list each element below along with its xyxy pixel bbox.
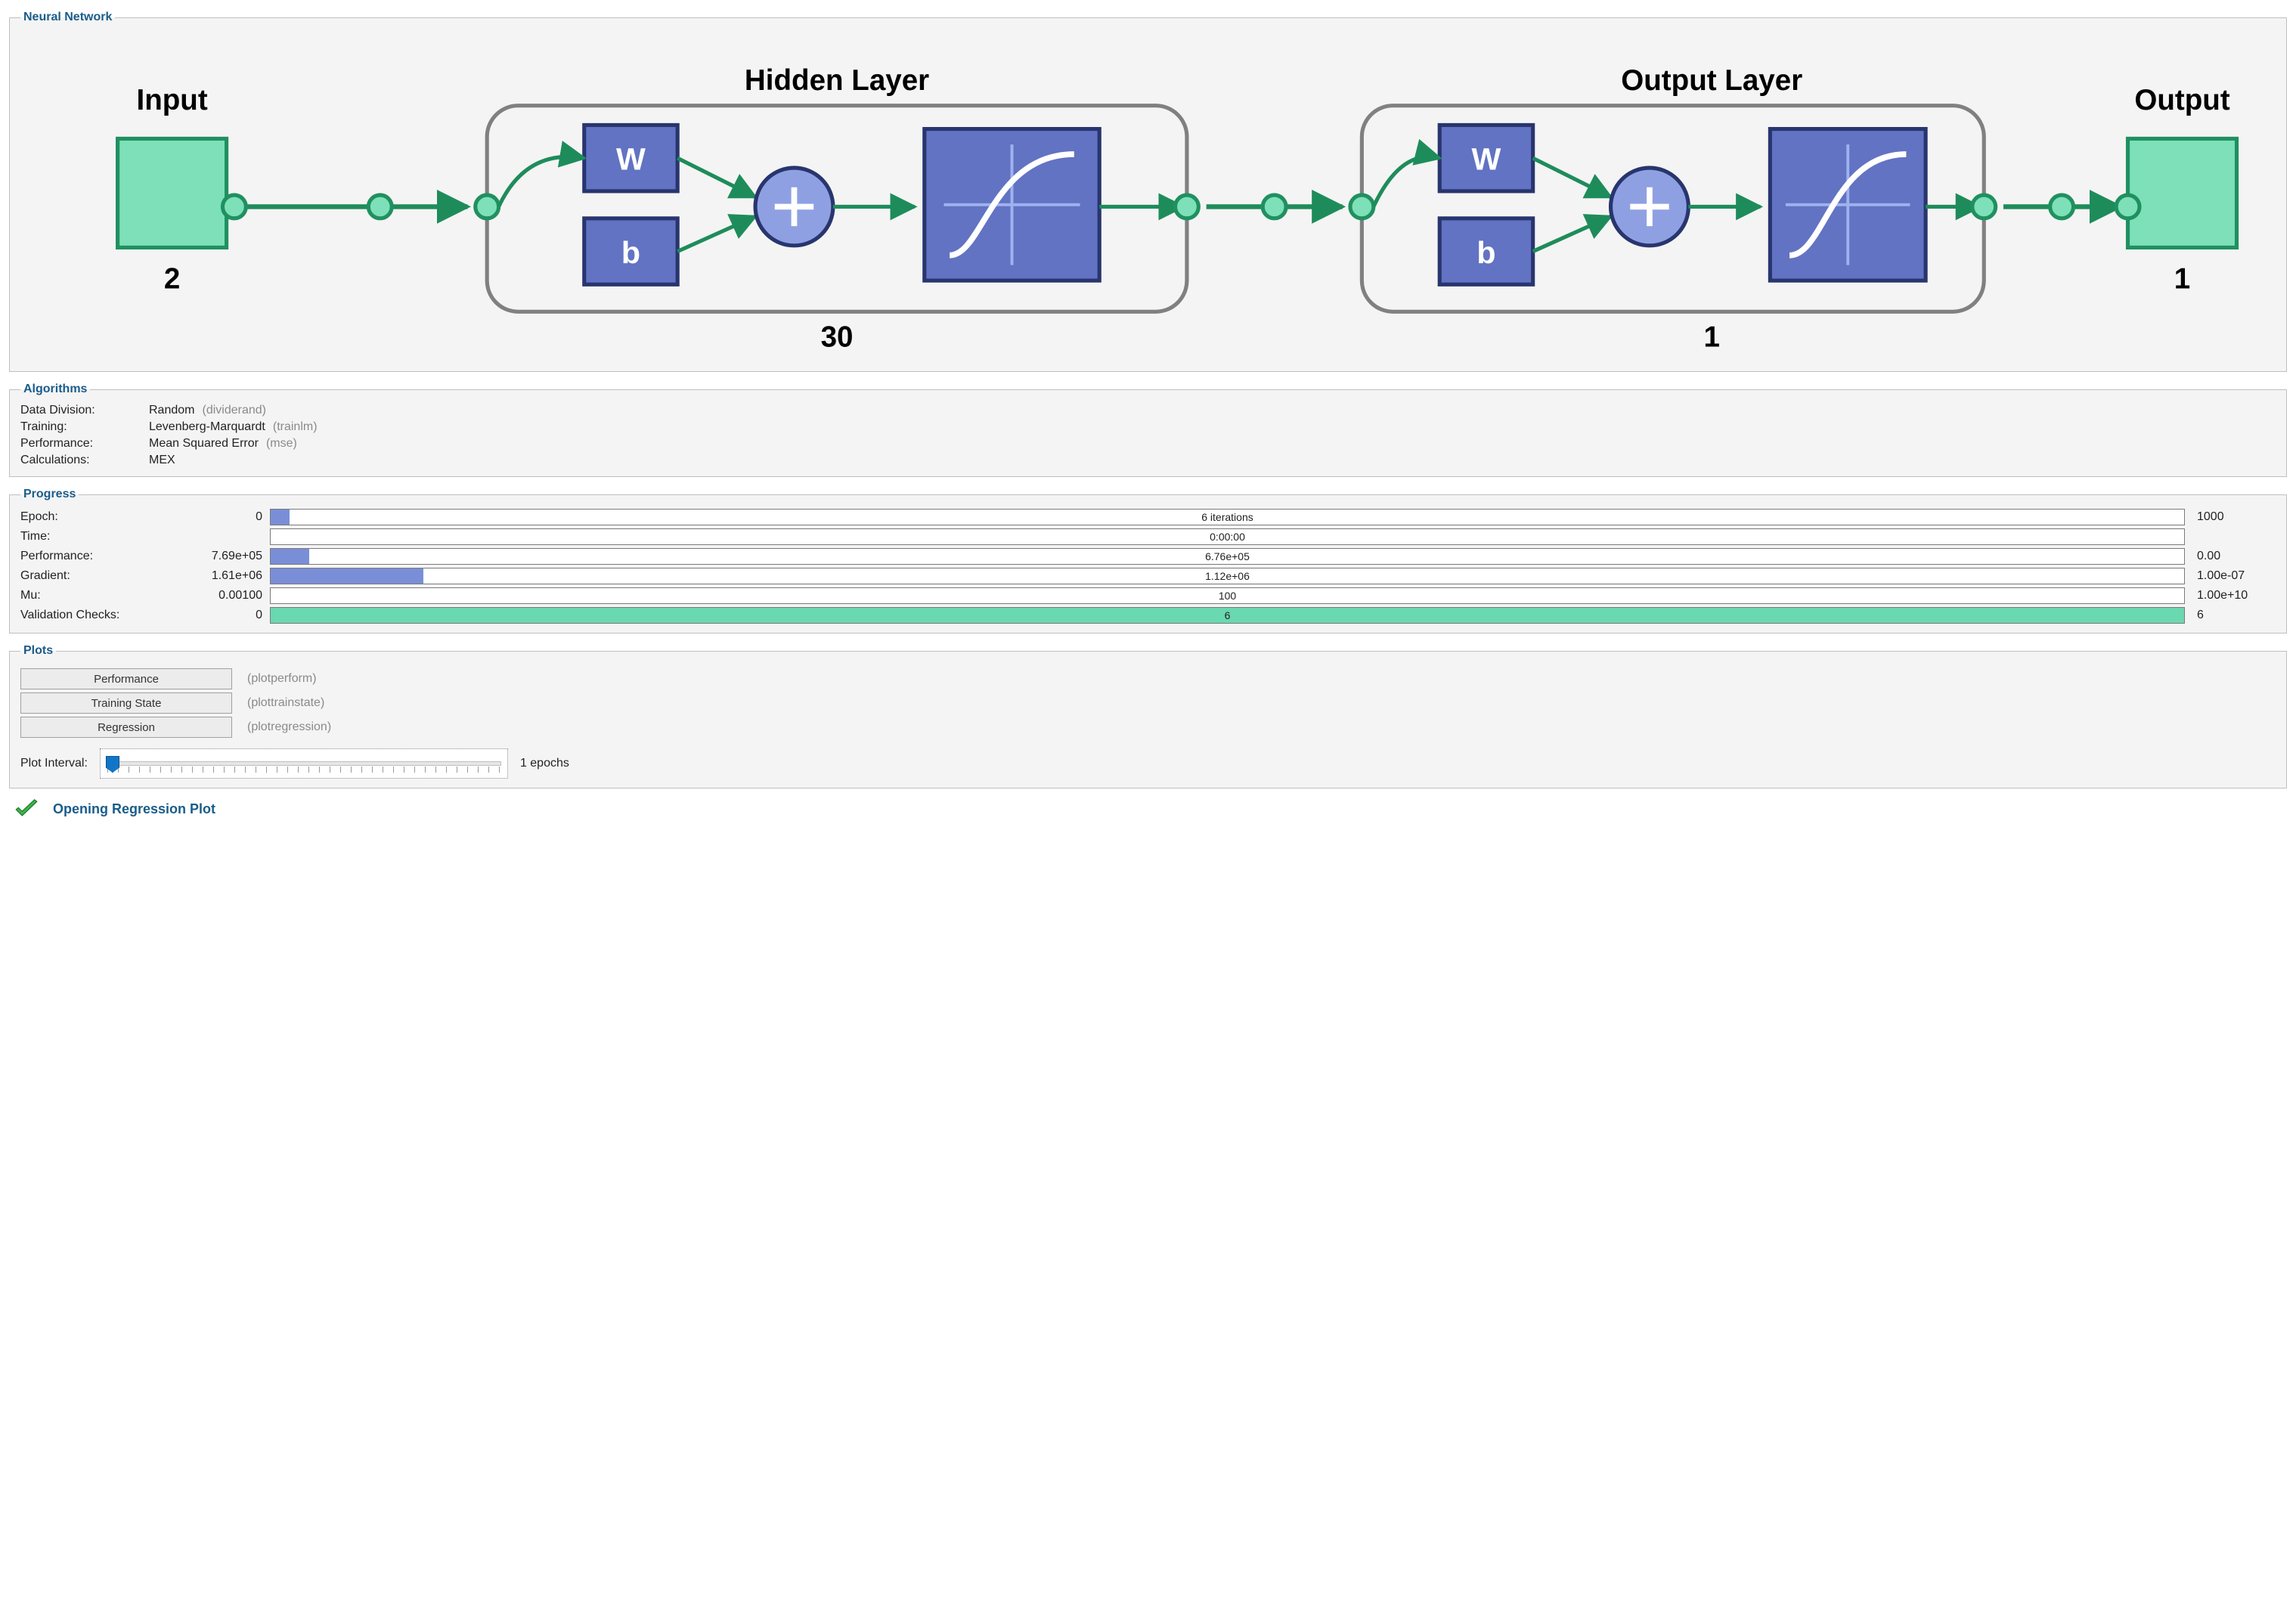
- progress-bar-text: 6 iterations: [1201, 511, 1253, 523]
- algo-label: Performance:: [20, 437, 149, 451]
- status-text: Opening Regression Plot: [53, 801, 215, 817]
- nn-hidden-size: 30: [821, 321, 854, 354]
- nn-panel-title: Neural Network: [20, 11, 115, 24]
- algo-label: Data Division:: [20, 404, 149, 417]
- svg-text:b: b: [1476, 235, 1495, 270]
- plot-button-fn: (plottrainstate): [247, 696, 2276, 710]
- progress-row-end: 1.00e-07: [2192, 569, 2276, 583]
- progress-row-label: Performance:: [20, 550, 172, 563]
- plots-title: Plots: [20, 644, 56, 658]
- progress-row-label: Epoch:: [20, 510, 172, 524]
- nn-input-size: 2: [164, 262, 180, 295]
- nn-out-w-block: W: [1439, 125, 1532, 191]
- progress-bar-text: 0:00:00: [1210, 531, 1245, 543]
- progress-row-label: Mu:: [20, 589, 172, 603]
- plots-panel: Plots Performance (plotperform) Training S…: [9, 644, 2287, 788]
- progress-row-start: 7.69e+05: [179, 550, 262, 563]
- nn-out-b-block: b: [1439, 218, 1532, 284]
- nn-output-layer: Output Layer W b: [1350, 64, 1996, 353]
- nn-hidden-w-block: W: [584, 125, 677, 191]
- nn-hidden-b-block: b: [584, 218, 677, 284]
- nn-hidden-title: Hidden Layer: [745, 64, 929, 97]
- nn-out-sum-icon: [1611, 168, 1689, 246]
- progress-row-start: 0: [179, 510, 262, 524]
- nn-input-block: Input 2: [118, 84, 246, 296]
- progress-bar-fill: [271, 549, 309, 564]
- nn-outlayer-title: Output Layer: [1621, 64, 1802, 97]
- progress-row-end: 6: [2192, 609, 2276, 622]
- progress-bar: 6 iterations: [270, 509, 2185, 525]
- plot-button-regression[interactable]: Regression: [20, 717, 232, 738]
- algo-value: Random(dividerand): [149, 404, 2276, 417]
- progress-bar: 6: [270, 607, 2185, 624]
- nn-out-activation-icon: [1770, 129, 1926, 281]
- nn-hidden-layer: Hidden Layer W b: [476, 64, 1199, 353]
- algo-value: MEX: [149, 454, 2276, 467]
- progress-row-start: 0: [179, 609, 262, 622]
- progress-bar: 0:00:00: [270, 528, 2185, 545]
- nn-hidden-sum-icon: [755, 168, 833, 246]
- algo-label: Training:: [20, 420, 149, 434]
- nn-outlayer-size: 1: [1704, 321, 1720, 354]
- progress-row-label: Validation Checks:: [20, 609, 172, 622]
- progress-row-label: Gradient:: [20, 569, 172, 583]
- nn-output-label: Output: [2134, 84, 2230, 116]
- algorithms-panel: Algorithms Data Division:Random(dividera…: [9, 383, 2287, 477]
- algo-value: Mean Squared Error(mse): [149, 437, 2276, 451]
- svg-text:W: W: [616, 142, 646, 177]
- progress-bar-fill: [271, 568, 423, 584]
- algorithms-title: Algorithms: [20, 383, 90, 396]
- check-icon: [14, 799, 39, 819]
- plot-interval-value: 1 epochs: [520, 757, 569, 770]
- svg-text:W: W: [1472, 142, 1501, 177]
- progress-bar: 1.12e+06: [270, 568, 2185, 584]
- nn-hidden-activation-icon: [925, 129, 1099, 281]
- progress-title: Progress: [20, 488, 79, 501]
- progress-bar: 6.76e+05: [270, 548, 2185, 565]
- plot-button-training-state[interactable]: Training State: [20, 692, 232, 714]
- progress-bar-fill: [271, 510, 290, 525]
- progress-row-start: 1.61e+06: [179, 569, 262, 583]
- progress-row-start: 0.00100: [179, 589, 262, 603]
- algo-value: Levenberg-Marquardt(trainlm): [149, 420, 2276, 434]
- nn-panel: Neural Network Input 2 Hidde: [9, 11, 2287, 372]
- progress-row-end: 1000: [2192, 510, 2276, 524]
- plot-interval-slider[interactable]: [100, 748, 508, 779]
- plot-interval-label: Plot Interval:: [20, 757, 88, 770]
- progress-bar-text: 6.76e+05: [1205, 550, 1250, 562]
- progress-bar-text: 6: [1225, 609, 1231, 621]
- progress-panel: Progress Epoch:06 iterations1000Time:0:0…: [9, 488, 2287, 634]
- svg-text:b: b: [621, 235, 640, 270]
- progress-row-end: 1.00e+10: [2192, 589, 2276, 603]
- status-bar: Opening Regression Plot: [14, 799, 2287, 819]
- progress-row-label: Time:: [20, 530, 172, 544]
- algo-label: Calculations:: [20, 454, 149, 467]
- nn-output-size: 1: [2174, 262, 2190, 295]
- progress-bar: 100: [270, 587, 2185, 604]
- progress-bar-text: 1.12e+06: [1205, 570, 1250, 582]
- progress-bar-text: 100: [1219, 590, 1236, 602]
- plot-button-fn: (plotperform): [247, 672, 2276, 686]
- plot-button-fn: (plotregression): [247, 720, 2276, 734]
- plot-button-performance[interactable]: Performance: [20, 668, 232, 689]
- nn-diagram: Input 2 Hidden Layer W b: [20, 32, 2276, 362]
- nn-output-block: Output 1: [2116, 84, 2236, 296]
- progress-row-end: 0.00: [2192, 550, 2276, 563]
- nn-input-label: Input: [136, 84, 207, 116]
